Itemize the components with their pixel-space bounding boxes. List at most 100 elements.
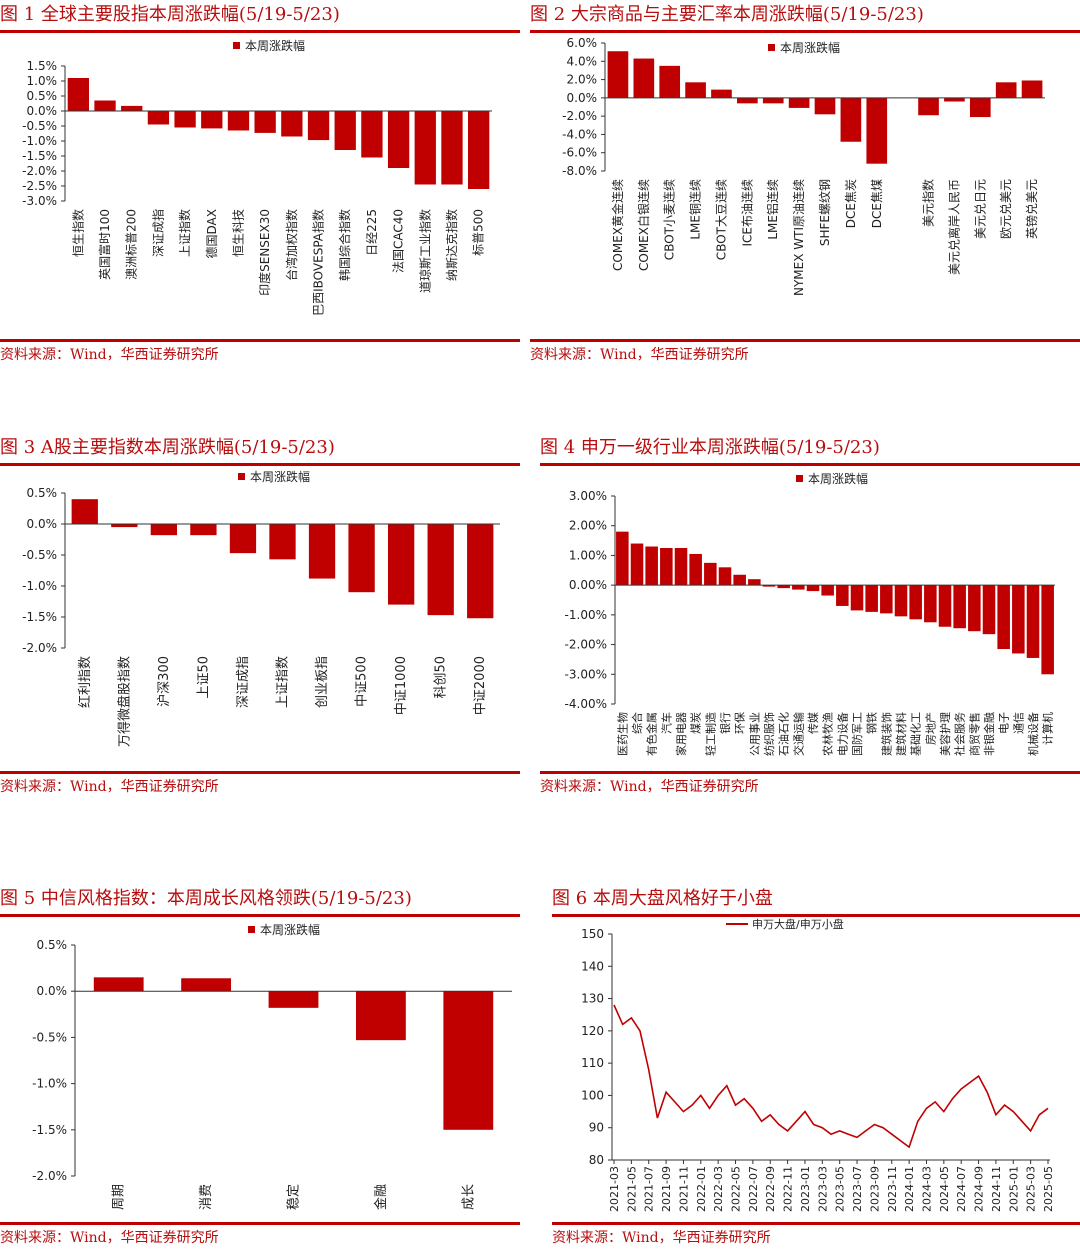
x-tick-label: 沪深300 [156, 656, 172, 707]
y-tick-label: -2.0% [22, 641, 57, 655]
bar [792, 585, 805, 590]
bar [427, 524, 454, 616]
x-tick-label: LME铜连续 [688, 179, 703, 240]
bar [737, 97, 758, 104]
x-tick-label: 医药生物 [615, 712, 629, 756]
x-tick-label: 金融 [373, 1184, 389, 1210]
x-tick-label: DCE焦炭 [844, 179, 858, 228]
y-tick-label: -1.5% [22, 149, 57, 163]
bar [150, 524, 178, 536]
x-tick-label: 上证指数 [276, 656, 291, 708]
x-tick-label: 2021-03 [608, 1166, 621, 1212]
x-tick-label: 2022-07 [747, 1166, 760, 1212]
bar [307, 111, 330, 141]
bar [227, 111, 250, 131]
y-tick-label: 0.5% [27, 486, 58, 500]
source-rule [540, 771, 1080, 774]
x-tick-label: 印度SENSEX30 [257, 209, 272, 296]
y-tick-label: 6.0% [567, 36, 598, 50]
y-tick-label: 100 [581, 1088, 604, 1102]
chart-panel-6: 图 6 本周大盘风格好于小盘 申万大盘/申万小盘 150 140 130 120 110 1… [552, 884, 1080, 1253]
bar [607, 51, 629, 98]
chart-svg: 本周涨跌幅 0.5% 0.0% -0.5% -1.0% -1.5% -2.0% 红利指数 万得微… [22, 469, 500, 747]
bar [190, 524, 217, 536]
source-note: 资料来源：Wind，华西证券研究所 [0, 1230, 219, 1246]
chart-svg: 本周涨跌幅 6.0% 4.0% 2.0% 0.0% -2.0% -4.0% -6.0% -8.0… [562, 36, 1045, 296]
bar [814, 97, 836, 115]
y-tick-label: -2.5% [22, 179, 57, 193]
y-tick-label: 2.00% [569, 519, 607, 533]
chart-panel-5: 图 5 中信风格指数：本周成长风格领跌(5/19-5/23) 本周涨跌幅 0.5%… [0, 884, 520, 1253]
y-tick-label: 1.0% [27, 74, 58, 88]
x-tick-label: 红利指数 [77, 656, 93, 708]
x-tick-label: 2023-03 [816, 1166, 829, 1212]
x-tick-label: 基础化工 [909, 712, 923, 756]
chart-title: 图 4 申万一级行业本周涨跌幅(5/19-5/23) [540, 437, 880, 458]
bar [181, 978, 232, 992]
x-tick-label: 2022-01 [695, 1166, 708, 1212]
y-tick-label: -4.00% [565, 697, 607, 711]
x-tick-label: 法国CAC40 [392, 209, 406, 273]
x-tick-label: 电力设备 [835, 712, 849, 756]
bar [361, 111, 383, 158]
legend-swatch [796, 475, 803, 482]
bar [1041, 585, 1054, 675]
y-tick-label: -3.0% [22, 194, 57, 208]
x-tick-label: 非银金融 [982, 712, 996, 756]
source-note: 资料来源：Wind，华西证券研究所 [540, 779, 759, 795]
bar [441, 111, 463, 185]
x-tick-label: 通信 [1012, 712, 1025, 734]
x-tick-label: 有色金属 [645, 712, 659, 756]
x-tick-label: 巴西IBOVESPA指数 [311, 209, 326, 316]
y-tick-label: -1.0% [22, 134, 57, 148]
x-tick-label: 轻工制造 [703, 712, 717, 756]
chart-title: 图 3 A股主要指数本周涨跌幅(5/19-5/23) [0, 437, 335, 458]
bar [174, 111, 196, 128]
x-tick-label: 石油石化 [777, 712, 791, 756]
x-tick-label: 英国富时100 [97, 209, 112, 280]
x-tick-label: NYMEX WTI原油连续 [791, 179, 806, 296]
y-tick-label: -0.5% [32, 1030, 67, 1044]
x-tick-label: 建筑装饰 [879, 712, 893, 756]
x-tick-label: 恒生指数 [70, 209, 85, 257]
chart-svg: 本周涨跌幅 3.00% 2.00% 1.00% 0.00% -1.00% -2.00% -3.… [565, 471, 1055, 756]
x-tick-label: 家用电器 [674, 712, 688, 756]
bar [718, 567, 732, 586]
bar [969, 97, 991, 118]
y-tick-label: -2.0% [32, 1169, 67, 1183]
y-tick-label: -4.0% [562, 127, 597, 141]
legend-swatch [238, 473, 245, 480]
bar [777, 585, 790, 589]
bar [308, 524, 336, 579]
x-tick-label: 2021-11 [677, 1166, 690, 1212]
x-tick-label: SHFE螺纹钢 [818, 179, 832, 246]
legend-label: 申万大盘/申万小盘 [752, 918, 844, 931]
chart-panel-1: 图 1 全球主要股指本周涨跌幅(5/19-5/23) 本周涨跌幅 1.5% 1.0%… [0, 0, 520, 372]
bar [1026, 585, 1040, 658]
source-rule [0, 339, 520, 342]
bar [685, 82, 706, 98]
bar [880, 585, 893, 614]
x-tick-label: 韩国综合指数 [337, 209, 352, 281]
y-tick-label: 130 [581, 992, 604, 1006]
source-note: 资料来源：Wind，华西证券研究所 [530, 347, 749, 363]
chart-panel-2: 图 2 大宗商品与主要汇率本周涨跌幅(5/19-5/23) 本周涨跌幅 6.0% 4… [530, 0, 1080, 372]
x-tick-label: 2022-09 [764, 1166, 777, 1212]
y-tick-label: 150 [581, 927, 604, 941]
title-rule [0, 30, 520, 33]
x-tick-label: 机械设备 [1026, 712, 1040, 756]
bar [269, 524, 296, 560]
x-tick-label: 2024-11 [990, 1166, 1003, 1212]
bar [762, 585, 776, 587]
y-tick-label: 3.00% [569, 489, 607, 503]
x-tick-label: 2025-05 [1042, 1166, 1055, 1212]
x-tick-label: 2024-09 [973, 1166, 986, 1212]
y-tick-label: 0.0% [27, 104, 58, 118]
legend-label: 本周涨跌幅 [250, 469, 310, 484]
x-tick-label: 2021-05 [625, 1166, 638, 1212]
x-tick-label: 美容护理 [938, 712, 952, 756]
bar [121, 105, 143, 111]
y-tick-label: -1.00% [565, 608, 607, 622]
bar [659, 65, 681, 98]
bar [944, 97, 965, 102]
